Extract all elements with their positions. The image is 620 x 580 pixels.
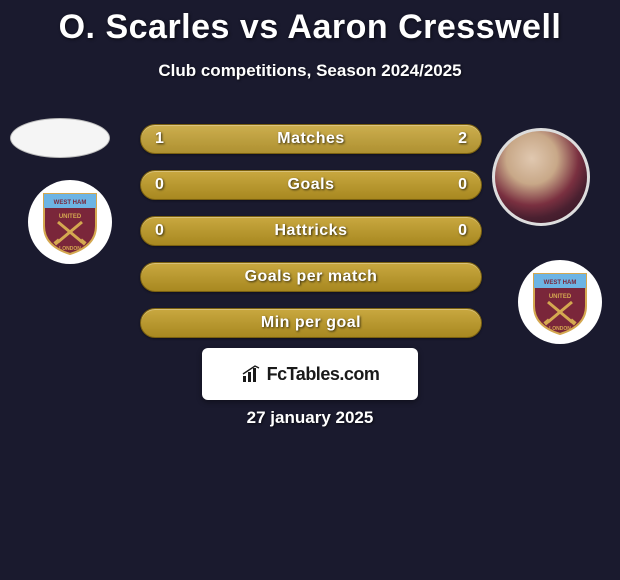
stat-label: Hattricks: [141, 217, 481, 245]
comparison-title: O. Scarles vs Aaron Cresswell: [0, 0, 620, 47]
date-text: 27 january 2025: [0, 408, 620, 428]
svg-text:UNITED: UNITED: [549, 294, 572, 300]
svg-text:WEST HAM: WEST HAM: [54, 200, 87, 206]
vs-text: vs: [240, 8, 279, 46]
player1-avatar: [10, 118, 110, 158]
chart-icon: [241, 364, 261, 384]
player1-club-crest: WEST HAM UNITED LONDON: [28, 180, 112, 264]
player2-avatar: [492, 128, 590, 226]
player1-name: O. Scarles: [59, 8, 230, 46]
branding-text: FcTables.com: [267, 364, 380, 385]
svg-text:LONDON: LONDON: [549, 326, 571, 332]
crest-icon: WEST HAM UNITED LONDON: [38, 188, 102, 256]
stat-bars: 12Matches 00Goals 00Hattricks Goals per mat…: [140, 124, 482, 354]
crest-icon: WEST HAM UNITED LONDON: [528, 268, 592, 336]
stat-row: Goals per match: [140, 262, 482, 292]
svg-text:LONDON: LONDON: [59, 246, 81, 252]
stat-label: Goals: [141, 171, 481, 199]
player2-club-crest: WEST HAM UNITED LONDON: [518, 260, 602, 344]
stat-row: 00Goals: [140, 170, 482, 200]
svg-text:UNITED: UNITED: [59, 214, 82, 220]
stat-label: Min per goal: [141, 309, 481, 337]
stat-row: 00Hattricks: [140, 216, 482, 246]
player2-name: Aaron Cresswell: [287, 8, 561, 46]
stat-row: Min per goal: [140, 308, 482, 338]
branding-badge: FcTables.com: [202, 348, 418, 400]
stat-label: Matches: [141, 125, 481, 153]
svg-text:WEST HAM: WEST HAM: [544, 280, 577, 286]
stat-label: Goals per match: [141, 263, 481, 291]
subtitle: Club competitions, Season 2024/2025: [0, 61, 620, 81]
stat-row: 12Matches: [140, 124, 482, 154]
